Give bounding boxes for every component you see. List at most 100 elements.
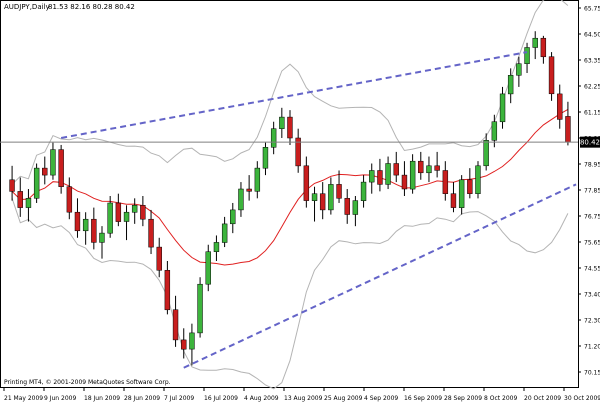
candle [295,128,301,173]
candle-body [385,163,391,185]
candle [393,151,399,183]
candle [287,110,293,145]
y-tick-label: 64.50 [584,32,600,39]
candle-body [565,116,571,143]
candle-body [360,181,367,201]
plot-frame [0,0,579,388]
y-tick-label: 62.25 [584,84,600,91]
candle [360,175,367,208]
x-tick-label: 28 Jun 2009 [124,395,160,402]
candle [131,198,138,224]
candle-body [442,170,449,194]
ohlc-readout: 81.53 82.16 80.28 80.42 [48,3,135,11]
candle-body [369,170,375,183]
x-tick-label: 21 May 2009 [4,395,43,402]
x-tick-label: 28 Sep 2009 [444,395,482,402]
candle-body [238,188,244,211]
candle-body [270,128,277,148]
candle [17,177,23,217]
candle-body [172,309,179,341]
x-tick-label: 16 Jul 2009 [204,395,238,402]
candle [369,163,375,194]
candle [230,202,236,234]
y-tick-label: 61.15 [584,110,600,117]
candle [66,177,73,220]
trendline-upper [60,51,528,139]
candle-body [148,218,154,248]
candle [458,175,465,215]
candle [221,216,228,248]
candle-body [311,193,318,201]
candle-body [467,179,473,194]
candle [205,244,211,292]
candle [352,196,359,227]
x-tick-label: 30 Oct 2009 [564,395,600,402]
candle [189,323,195,366]
bollinger-upper-line [11,0,569,185]
candle [401,161,408,196]
candle [418,151,424,180]
candle-body [532,37,538,48]
candle-body [123,211,130,222]
candle-body [33,167,40,199]
candle-body [409,160,416,190]
trendline-lower [183,183,577,369]
candle [99,226,105,259]
candle-body [99,232,105,243]
y-tick-label: 72.30 [584,318,600,325]
candle-body [254,167,261,192]
candle-body [230,209,236,225]
candle-body [458,179,465,208]
candle [319,182,326,220]
candle [344,189,350,224]
y-tick-label: 74.55 [584,266,600,273]
candle-body [352,200,359,215]
candle [140,196,146,227]
candle-body [164,270,171,311]
candle-body [107,202,113,234]
candle [532,31,538,60]
candle [311,186,318,222]
candle [540,35,547,64]
candle-body [328,184,334,211]
candle-body [450,193,457,208]
candle [377,158,383,192]
candle-body [377,170,383,185]
candle-body [524,47,530,64]
candle [548,52,555,101]
candle [450,182,457,213]
candle-body [319,193,326,211]
x-tick-label: 7 Jul 2009 [164,395,194,402]
y-tick-label: 65.75 [584,6,600,13]
candle [181,328,187,359]
candle [246,175,252,201]
candle [123,205,130,241]
candle-body [426,165,432,174]
candle [328,177,334,215]
candle-body [483,140,489,167]
candle-body [475,165,481,194]
candle [262,142,269,176]
candle-body [507,75,514,95]
candle [213,235,220,261]
candle-body [393,163,399,176]
candle-body [189,332,195,350]
candle [148,209,154,255]
candle-body [9,179,15,192]
candle-body [548,56,555,95]
candle [385,156,391,190]
candle [74,198,81,238]
y-tick-label: 70.15 [584,370,600,377]
x-tick-label: 16 Sep 2009 [404,395,442,402]
candle [409,154,416,194]
candle [475,161,481,199]
current-price-marker: 80.42 [580,136,600,148]
candle-body [58,149,64,187]
candle-body [74,211,81,232]
candle-body [303,165,310,201]
candle-body [287,116,293,139]
candle [197,277,203,338]
candlesticks [9,31,571,366]
candle-body [66,186,73,213]
candle [50,142,56,180]
